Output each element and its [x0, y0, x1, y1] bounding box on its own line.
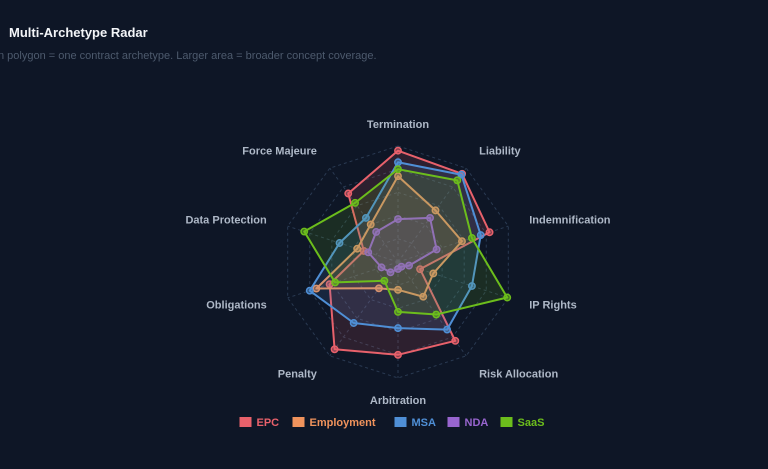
data-point-msa-arbitration[interactable] [394, 324, 402, 333]
data-point-employment-ip-rights[interactable] [429, 269, 438, 278]
data-point-msa-obligations[interactable] [305, 286, 314, 295]
radar-series-layer [300, 146, 512, 359]
data-point-epc-force-majeure[interactable] [344, 189, 353, 198]
data-point-nda-force-majeure[interactable] [372, 228, 381, 236]
data-point-epc-indemnification[interactable] [485, 228, 494, 237]
series-msa [305, 158, 485, 334]
axis-label-force-majeure: Force Majeure [242, 145, 317, 157]
legend-item-saas[interactable]: SaaS [500, 417, 545, 429]
data-point-saas-arbitration[interactable] [394, 307, 402, 316]
data-point-msa-risk-allocation[interactable] [443, 325, 452, 334]
legend-swatch-nda [447, 417, 460, 427]
data-point-epc-risk-allocation[interactable] [451, 336, 460, 345]
data-point-nda-liability[interactable] [426, 213, 434, 222]
legend-label-msa: MSA [412, 417, 437, 429]
data-point-employment-obligations[interactable] [312, 284, 321, 293]
data-point-epc-penalty[interactable] [330, 345, 339, 354]
data-point-saas-ip-rights[interactable] [503, 293, 512, 302]
data-point-employment-liability[interactable] [431, 206, 440, 215]
legend-label-epc: EPC [257, 417, 280, 429]
data-point-msa-ip-rights[interactable] [467, 282, 476, 290]
data-point-employment-indemnification[interactable] [458, 237, 466, 246]
series-nda [364, 213, 441, 277]
data-point-employment-risk-allocation[interactable] [419, 292, 428, 301]
legend-item-msa[interactable]: MSA [394, 417, 437, 429]
data-point-nda-ip-rights[interactable] [405, 261, 413, 270]
data-point-saas-force-majeure[interactable] [351, 198, 359, 207]
data-point-epc-termination[interactable] [394, 146, 402, 155]
data-point-msa-data-protection[interactable] [335, 239, 344, 247]
axis-spoke-force-majeure [329, 167, 399, 263]
data-point-nda-data-protection[interactable] [364, 248, 373, 257]
data-point-employment-force-majeure[interactable] [366, 220, 375, 229]
data-point-saas-risk-allocation[interactable] [432, 310, 441, 319]
legend-item-employment[interactable]: Employment [292, 417, 376, 429]
data-point-saas-termination[interactable] [394, 165, 402, 174]
chart-title: Multi-Archetype Radar [9, 25, 148, 40]
data-point-employment-arbitration[interactable] [394, 285, 402, 294]
data-point-saas-penalty[interactable] [380, 276, 389, 285]
data-point-nda-penalty[interactable] [386, 268, 395, 277]
series-employment [312, 172, 466, 301]
data-point-employment-penalty[interactable] [374, 284, 383, 293]
series-saas [300, 165, 512, 319]
legend-label-nda: NDA [465, 417, 489, 429]
legend-item-nda[interactable]: NDA [447, 417, 489, 429]
data-point-employment-data-protection[interactable] [353, 244, 362, 253]
legend-swatch-epc [239, 417, 252, 427]
legend-label-saas: SaaS [518, 417, 545, 429]
axis-label-data-protection: Data Protection [185, 214, 267, 226]
chart-subtitle: n polygon = one contract archetype. Larg… [0, 50, 377, 62]
data-point-nda-termination[interactable] [394, 215, 402, 224]
data-point-saas-liability[interactable] [453, 176, 462, 185]
data-point-epc-arbitration[interactable] [394, 350, 402, 359]
axis-label-risk-allocation: Risk Allocation [479, 369, 558, 381]
axis-label-indemnification: Indemnification [529, 214, 611, 226]
axis-label-obligations: Obligations [206, 300, 267, 312]
legend-label-employment: Employment [310, 417, 376, 429]
legend-item-epc[interactable]: EPC [239, 417, 280, 429]
axis-label-penalty: Penalty [278, 369, 318, 381]
axis-label-liability: Liability [479, 145, 521, 157]
axis-label-arbitration: Arbitration [370, 395, 427, 407]
data-point-saas-data-protection[interactable] [300, 227, 309, 236]
data-point-msa-liability[interactable] [457, 170, 466, 179]
data-point-msa-force-majeure[interactable] [362, 213, 370, 222]
legend-swatch-employment [292, 417, 305, 427]
data-point-nda-indemnification[interactable] [432, 245, 441, 254]
data-point-saas-indemnification[interactable] [467, 234, 476, 242]
data-point-nda-obligations[interactable] [377, 263, 386, 272]
legend-swatch-msa [394, 417, 407, 427]
data-point-msa-termination[interactable] [394, 158, 402, 167]
radar-axis-labels: Termination Liability Indemnification IP Ri… [185, 119, 610, 407]
axis-label-termination: Termination [367, 119, 429, 131]
data-point-msa-penalty[interactable] [349, 319, 358, 327]
data-point-saas-obligations[interactable] [331, 278, 340, 287]
chart-legend: EPC Employment MSA NDA SaaS [239, 417, 545, 429]
legend-swatch-saas [500, 417, 513, 427]
data-point-msa-indemnification[interactable] [476, 231, 485, 240]
data-point-nda-arbitration[interactable] [394, 265, 402, 273]
axis-spoke-liability [397, 167, 467, 263]
axis-label-ip-rights: IP Rights [529, 300, 576, 312]
data-point-epc-ip-rights[interactable] [416, 265, 425, 274]
